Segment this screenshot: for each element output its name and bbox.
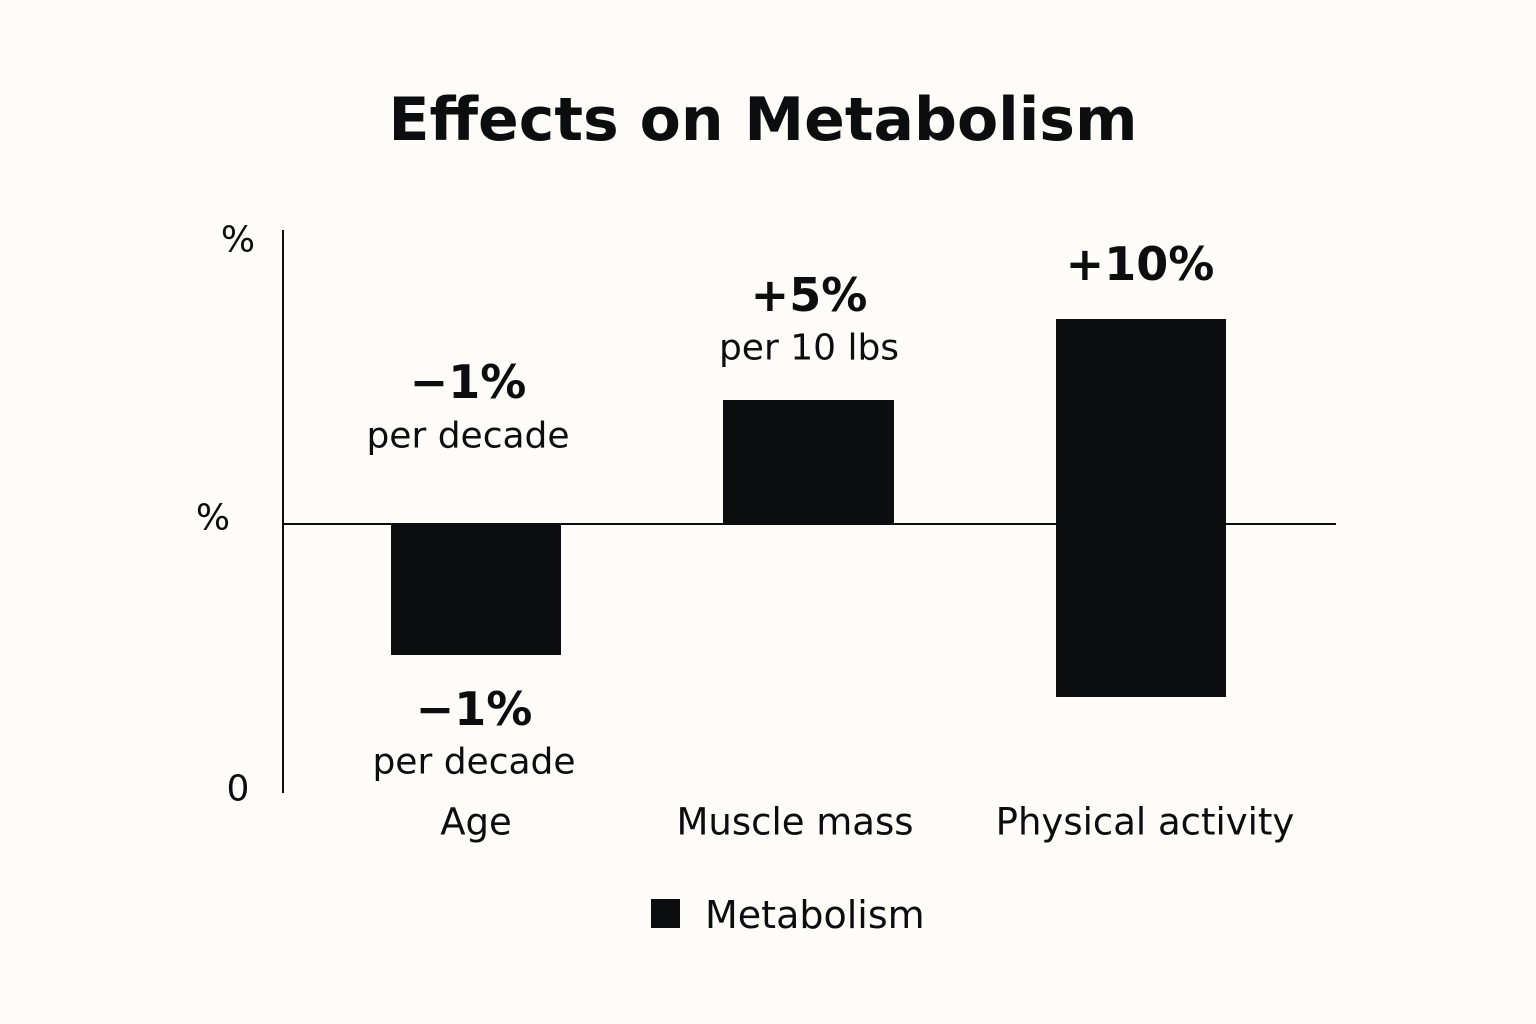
y-tick-label: %: [195, 497, 231, 539]
data-label-sub: per decade: [372, 741, 576, 783]
y-tick-label: 0: [226, 768, 250, 810]
legend-label: Metabolism: [705, 893, 925, 937]
bar-muscle-mass: [723, 400, 894, 524]
data-label: +10%: [1065, 237, 1215, 291]
x-tick-label: Physical activity: [995, 800, 1295, 844]
y-tick-label: %: [220, 219, 256, 261]
bar-physical-activity: [1056, 319, 1226, 697]
data-label-sub: per decade: [366, 415, 570, 457]
data-label: −1%: [409, 355, 527, 409]
legend-swatch: [651, 899, 680, 928]
bar-age: [391, 524, 561, 655]
data-label: −1%: [415, 682, 533, 736]
data-label-sub: per 10 lbs: [718, 327, 900, 369]
chart-title: Effects on Metabolism: [388, 85, 1138, 155]
x-tick-label: Muscle mass: [676, 800, 914, 844]
data-label: +5%: [750, 268, 868, 322]
x-tick-label: Age: [440, 800, 512, 844]
